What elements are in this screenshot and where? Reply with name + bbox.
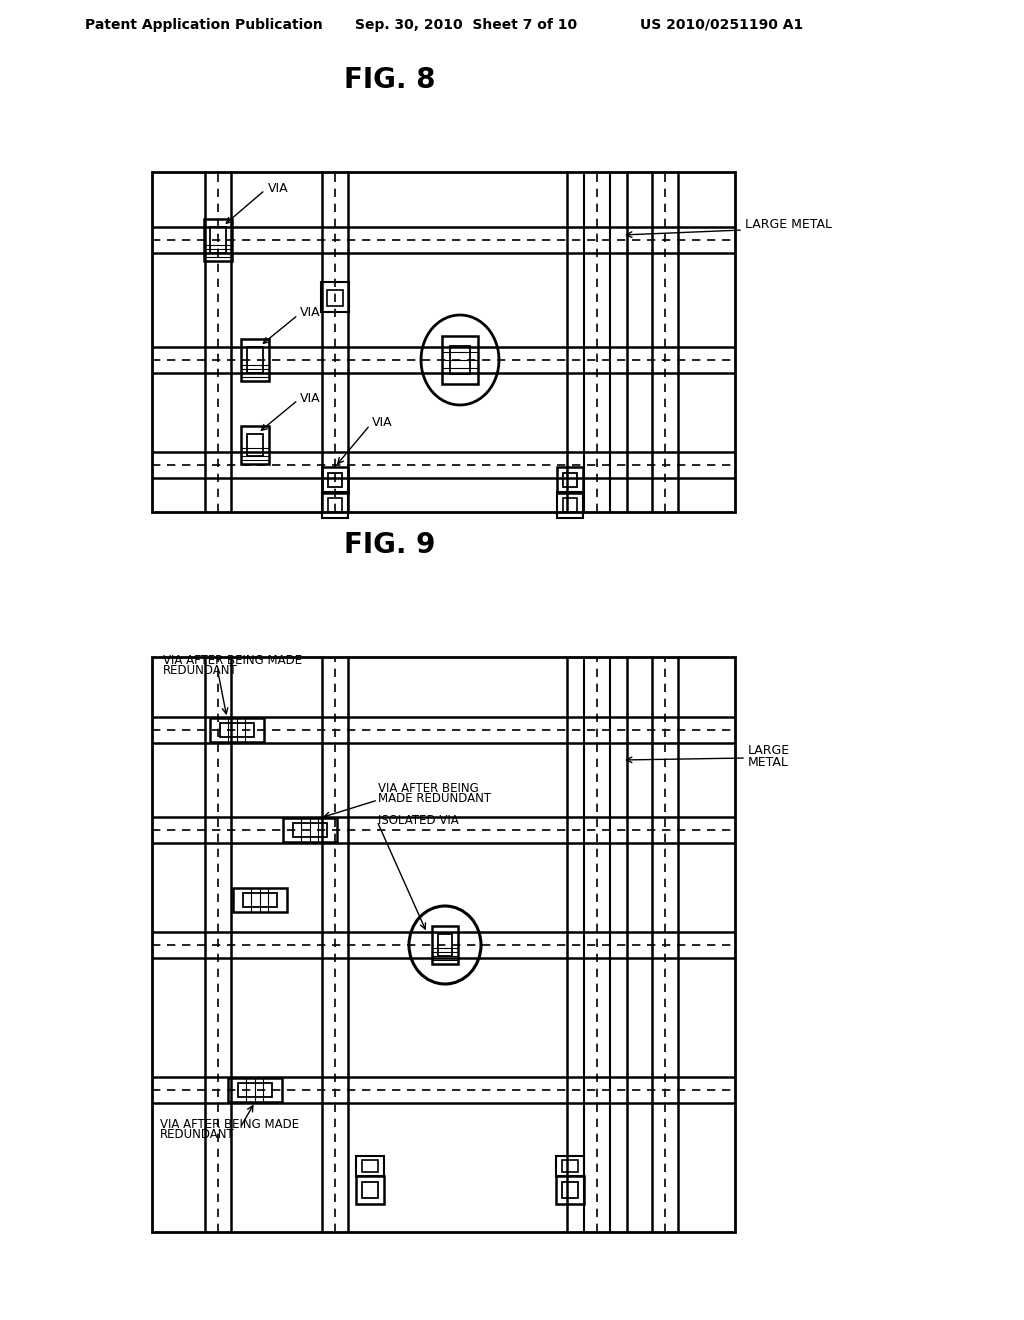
Bar [210, 227, 226, 253]
Bar [362, 1181, 378, 1199]
Text: METAL: METAL [748, 755, 788, 768]
Bar [442, 337, 478, 384]
Bar [220, 723, 254, 737]
Bar [152, 172, 735, 512]
Bar [228, 1078, 282, 1102]
Text: VIA: VIA [372, 417, 392, 429]
Bar [238, 1082, 272, 1097]
Bar [322, 467, 348, 492]
Bar [328, 498, 342, 512]
Bar [563, 473, 577, 487]
Text: VIA: VIA [300, 392, 321, 405]
Bar [362, 1160, 378, 1172]
Bar [432, 927, 458, 964]
Text: FIG. 8: FIG. 8 [344, 66, 436, 94]
Bar [327, 290, 343, 306]
Text: VIA: VIA [268, 181, 289, 194]
Bar [356, 1156, 384, 1176]
Text: ISOLATED VIA: ISOLATED VIA [378, 813, 459, 826]
Bar [322, 492, 348, 517]
Text: Sep. 30, 2010  Sheet 7 of 10: Sep. 30, 2010 Sheet 7 of 10 [355, 18, 578, 32]
Text: FIG. 9: FIG. 9 [344, 531, 435, 558]
Bar [557, 467, 583, 492]
Text: VIA AFTER BEING: VIA AFTER BEING [378, 781, 479, 795]
Bar [247, 434, 263, 455]
Bar [563, 498, 577, 512]
Bar [241, 339, 269, 381]
Bar [204, 219, 232, 261]
Bar [556, 1176, 584, 1204]
Bar [557, 492, 583, 517]
Bar [562, 1160, 578, 1172]
Text: US 2010/0251190 A1: US 2010/0251190 A1 [640, 18, 803, 32]
Bar [356, 1176, 384, 1204]
Bar [152, 657, 735, 1232]
Bar [556, 1156, 584, 1176]
Bar [243, 894, 278, 907]
Bar [233, 888, 287, 912]
Bar [241, 426, 269, 465]
Bar [283, 818, 337, 842]
Text: MADE REDUNDANT: MADE REDUNDANT [378, 792, 492, 805]
Text: VIA: VIA [300, 306, 321, 319]
Bar [210, 718, 264, 742]
Text: LARGE: LARGE [748, 743, 791, 756]
Text: VIA AFTER BEING MADE: VIA AFTER BEING MADE [160, 1118, 299, 1130]
Text: Patent Application Publication: Patent Application Publication [85, 18, 323, 32]
Text: LARGE METAL: LARGE METAL [745, 219, 831, 231]
Bar [293, 822, 327, 837]
Text: REDUNDANT: REDUNDANT [163, 664, 238, 677]
Bar [562, 1181, 578, 1199]
Bar [328, 473, 342, 487]
Bar [450, 346, 470, 374]
Text: REDUNDANT: REDUNDANT [160, 1129, 234, 1142]
Text: VIA AFTER BEING MADE: VIA AFTER BEING MADE [163, 653, 302, 667]
Bar [438, 935, 452, 956]
Bar [247, 347, 263, 374]
Bar [321, 282, 349, 312]
